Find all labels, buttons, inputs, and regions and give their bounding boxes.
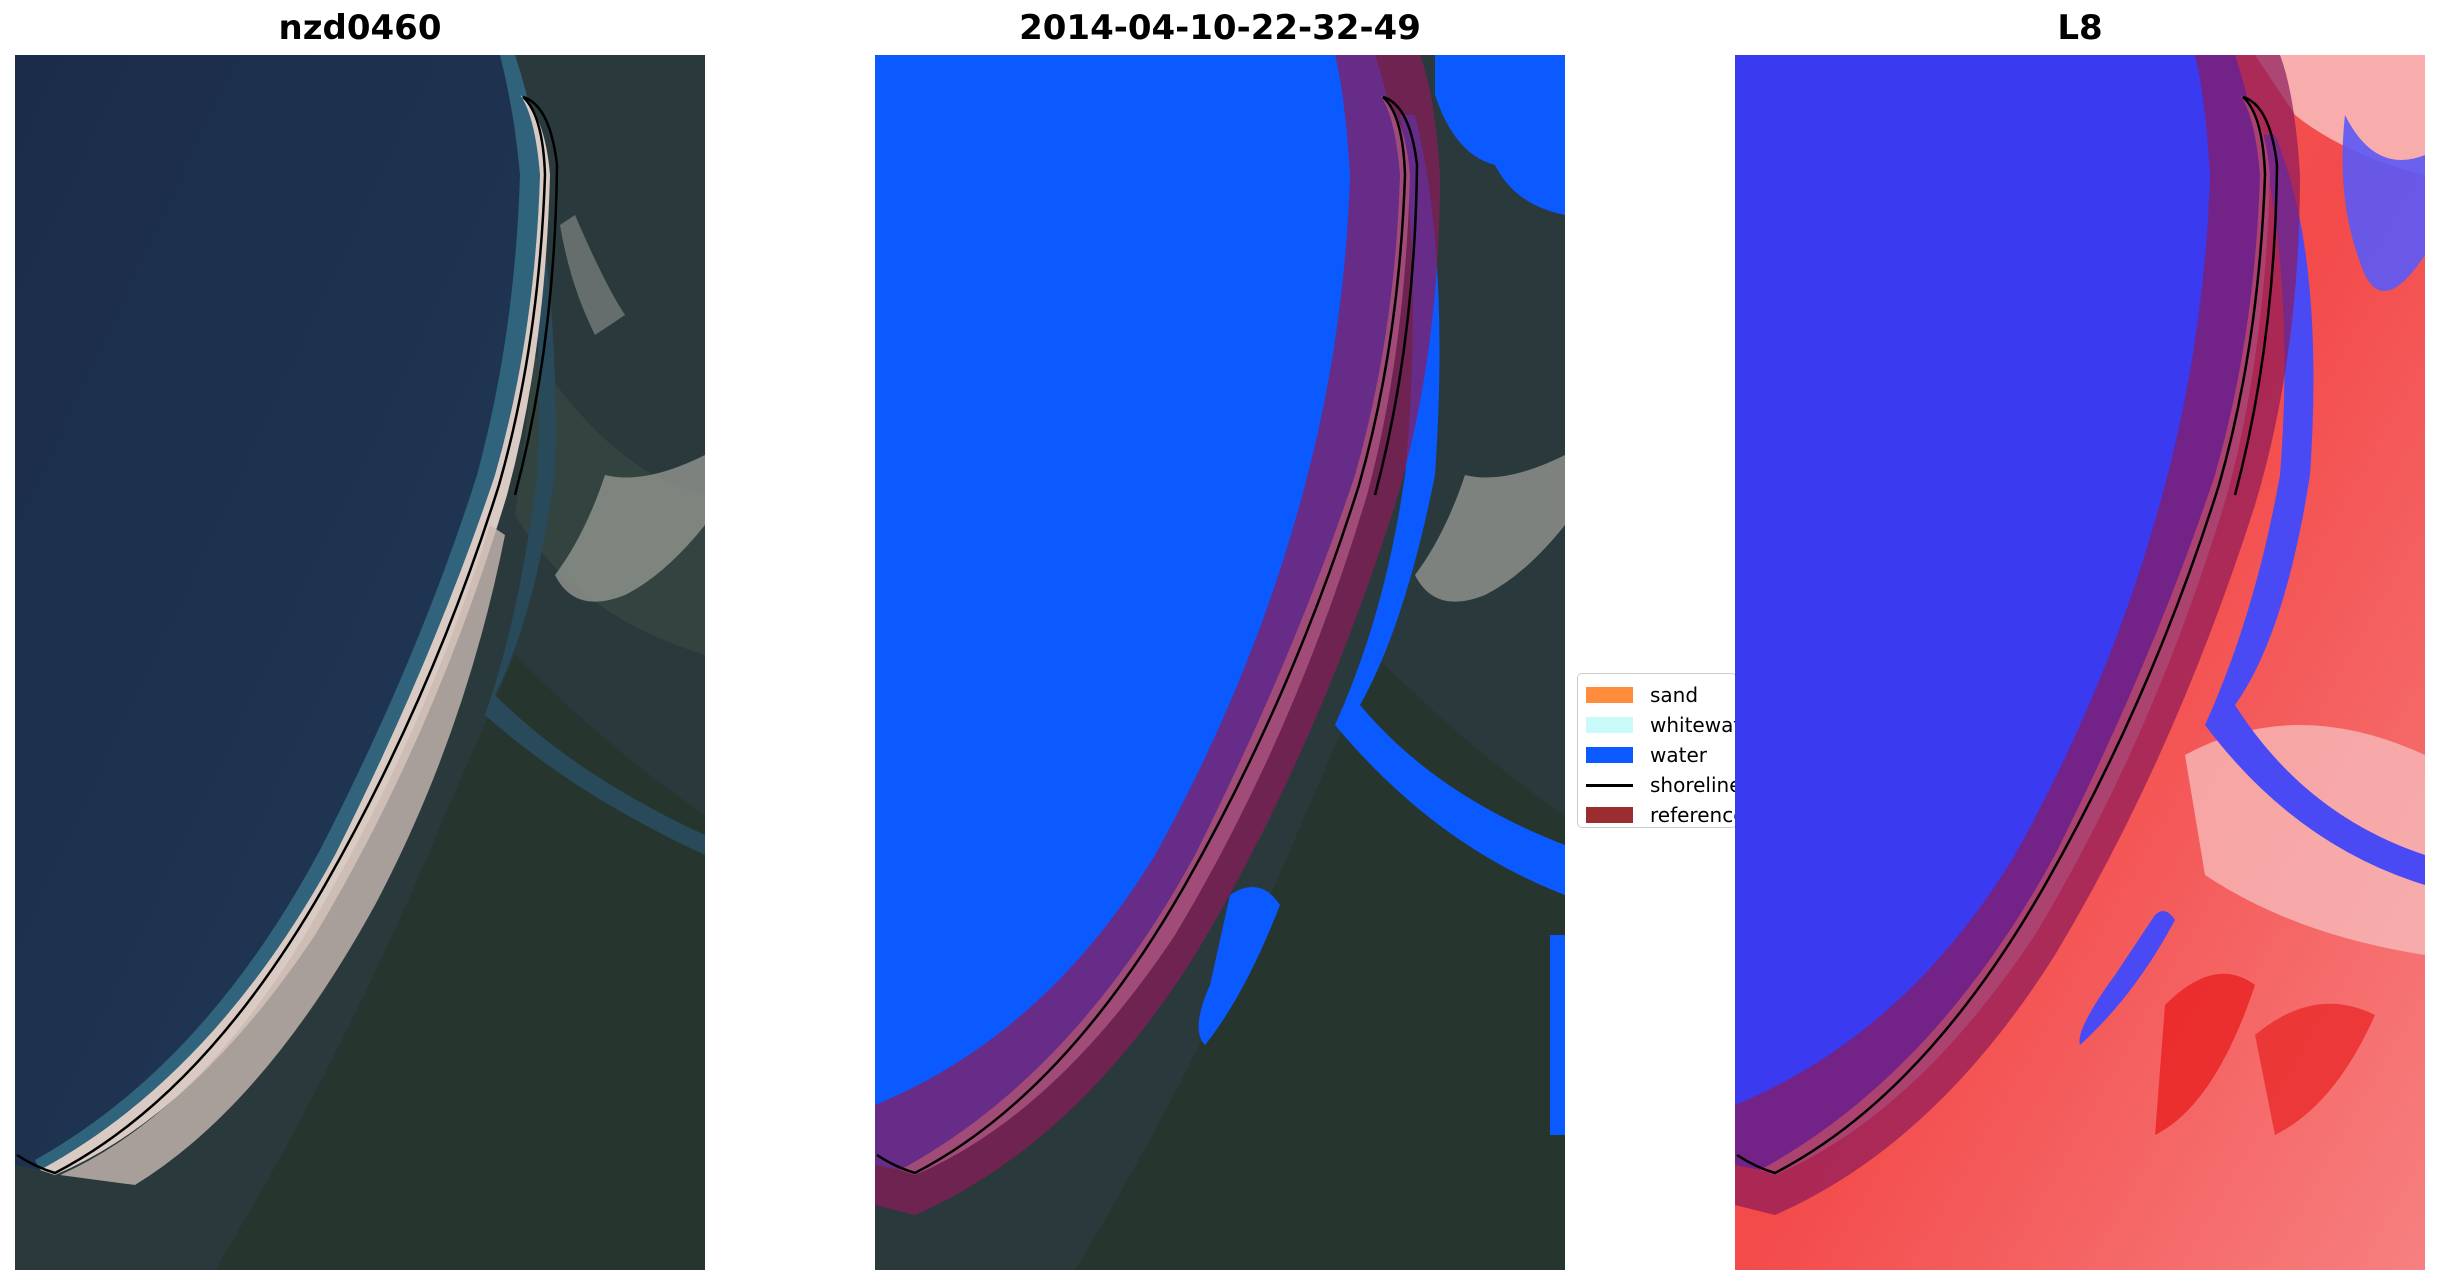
legend-item-whitewater: whitewater	[1586, 712, 1736, 738]
reference-swatch	[1586, 807, 1633, 823]
panel-title-rgb: nzd0460	[278, 8, 442, 48]
sand-swatch	[1586, 687, 1633, 703]
legend: sand whitewater water shoreline referenc…	[1577, 673, 1737, 828]
rgb-satellite-image	[15, 55, 705, 1270]
mndwi-image	[1735, 55, 2425, 1270]
legend-label-water: water	[1650, 743, 1707, 767]
panel-title-classified: 2014-04-10-22-32-49	[1019, 8, 1421, 48]
legend-item-reference: reference	[1586, 802, 1737, 827]
legend-item-water: water	[1586, 742, 1707, 768]
legend-label-sand: sand	[1650, 683, 1699, 707]
whitewater-swatch	[1586, 717, 1633, 733]
legend-label-whitewater: whitewater	[1650, 713, 1736, 737]
legend-item-shoreline: shoreline	[1586, 772, 1737, 798]
legend-label-reference: reference	[1650, 803, 1737, 827]
water-swatch	[1586, 747, 1633, 763]
panel-title-mndwi: L8	[2057, 8, 2103, 48]
shoreline-swatch	[1586, 783, 1633, 787]
legend-label-shoreline: shoreline	[1650, 773, 1737, 797]
classified-image	[875, 55, 1565, 1270]
legend-item-sand: sand	[1586, 682, 1698, 708]
